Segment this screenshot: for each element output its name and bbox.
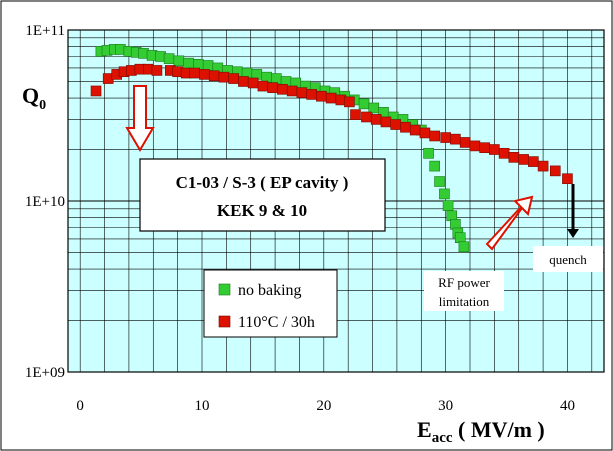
- y-tick-labels: 1E+11 1E+10 1E+09: [25, 23, 65, 381]
- data-point-no-baking: [358, 98, 370, 110]
- x-tick-label: 30: [438, 398, 453, 414]
- data-point-baking: [469, 140, 481, 152]
- x-axis-label-main: E: [417, 417, 432, 442]
- data-point-no-baking: [439, 188, 450, 200]
- data-point-no-baking: [202, 60, 214, 71]
- data-point-baking: [508, 152, 520, 163]
- x-axis-label-sub: acc: [432, 430, 453, 446]
- data-point-baking: [267, 82, 278, 93]
- data-point-no-baking: [183, 57, 194, 69]
- x-axis-label-unit: ( MV/m ): [453, 417, 545, 442]
- title-box: [139, 158, 386, 232]
- data-point-no-baking: [173, 55, 185, 67]
- x-tick-label: 10: [195, 398, 210, 414]
- data-point-baking: [218, 71, 230, 83]
- data-point-baking: [528, 156, 539, 167]
- data-point-baking: [238, 76, 249, 87]
- data-point-baking: [479, 142, 490, 153]
- data-point-baking: [316, 90, 327, 102]
- data-point-baking: [247, 77, 259, 89]
- data-point-no-baking: [271, 73, 282, 84]
- data-point-no-baking: [261, 71, 272, 83]
- chart-title-line-1: C1-03 / S-3 ( EP cavity ): [176, 173, 349, 192]
- chart-title-line-2: KEK 9 & 10: [217, 201, 307, 220]
- data-point-no-baking: [429, 160, 440, 172]
- y-axis-label: Q0: [22, 83, 46, 113]
- data-point-baking: [440, 132, 451, 143]
- data-point-baking: [489, 144, 500, 155]
- data-point-baking: [350, 109, 361, 120]
- rf-arrow-icon: [485, 195, 534, 251]
- data-point-no-baking: [434, 176, 445, 187]
- x-tick-label: 0: [76, 398, 84, 414]
- legend-swatch-no-baking: [218, 283, 231, 296]
- data-point-baking: [151, 65, 163, 76]
- y-tick-label: 1E+10: [25, 194, 65, 210]
- data-point-baking: [549, 165, 561, 177]
- legend-label-no-baking: no baking: [238, 282, 302, 299]
- data-point-baking: [90, 85, 102, 97]
- quench-arrowhead-icon: [567, 229, 579, 238]
- data-markers: [90, 44, 573, 253]
- data-point-baking: [199, 69, 210, 80]
- data-point-no-baking: [423, 148, 434, 159]
- data-point-baking: [286, 85, 298, 97]
- y-axis-label-main: Q: [22, 83, 39, 108]
- data-point-baking: [409, 124, 421, 136]
- rf-power-label-box: [424, 271, 504, 311]
- legend-swatch-baking: [218, 315, 231, 328]
- y-tick-label: 1E+11: [25, 23, 65, 39]
- data-point-baking: [400, 121, 411, 133]
- data-point-baking: [344, 96, 355, 108]
- data-point-baking: [277, 84, 288, 95]
- data-point-baking: [370, 114, 382, 125]
- quench-label: quench: [549, 252, 587, 267]
- y-tick-label: 1E+09: [25, 365, 65, 381]
- x-tick-label: 40: [560, 398, 575, 414]
- plot-border: [67, 29, 605, 373]
- x-tick-labels: 0 10 20 30 40: [76, 398, 575, 414]
- y-axis-label-sub: 0: [39, 98, 46, 113]
- data-point-baking: [361, 111, 372, 123]
- drop-arrow-icon: [125, 85, 155, 152]
- data-point-no-baking: [442, 200, 454, 211]
- axes: [67, 29, 605, 373]
- data-point-baking: [296, 87, 308, 98]
- data-point-baking: [429, 130, 440, 142]
- data-point-baking: [189, 67, 200, 79]
- data-point-baking: [325, 92, 337, 104]
- data-point-baking: [518, 154, 529, 165]
- rf-power-label-line-1: RF power: [438, 275, 490, 290]
- data-point-baking: [390, 119, 401, 130]
- legend-label-baking: 110°C / 30h: [238, 314, 315, 331]
- data-point-baking: [380, 116, 392, 128]
- data-point-no-baking: [368, 102, 380, 114]
- data-point-baking: [419, 127, 431, 139]
- data-point-baking: [228, 73, 239, 84]
- data-point-baking: [208, 70, 220, 82]
- data-point-no-baking: [458, 241, 470, 253]
- data-point-baking: [562, 173, 573, 185]
- data-point-baking: [306, 89, 317, 100]
- quench-label-box: [533, 246, 603, 272]
- rf-power-label-line-2: limitation: [439, 294, 490, 309]
- data-point-no-baking: [454, 232, 466, 244]
- data-point-baking: [257, 80, 269, 92]
- data-point-no-baking: [163, 53, 175, 64]
- data-point-baking: [498, 148, 510, 159]
- data-point-baking: [459, 137, 471, 148]
- data-point-baking: [450, 133, 461, 145]
- x-tick-label: 20: [316, 398, 331, 414]
- data-point-baking: [537, 160, 549, 172]
- x-axis-label: Eacc ( MV/m ): [417, 417, 545, 446]
